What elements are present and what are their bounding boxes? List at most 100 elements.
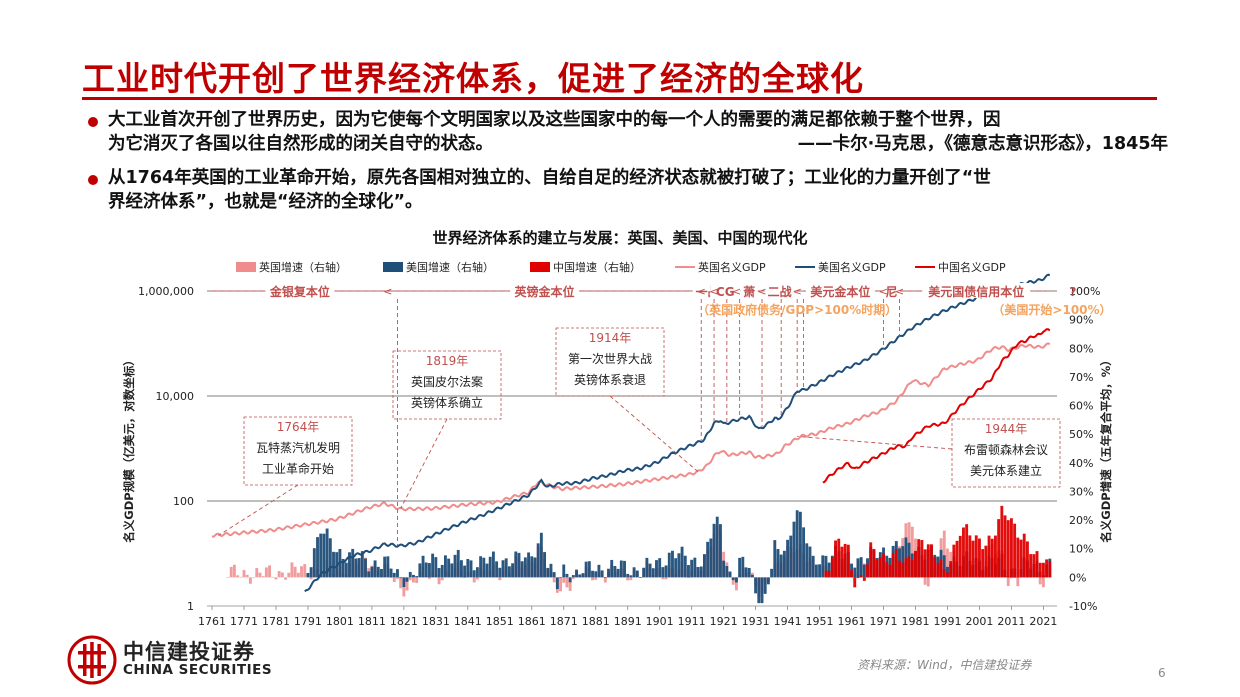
- growth-bar: [536, 543, 540, 578]
- growth-bar: [1048, 561, 1052, 578]
- growth-bar: [306, 572, 310, 578]
- growth-bar: [376, 566, 380, 578]
- growth-bar: [498, 577, 502, 581]
- growth-bar: [626, 577, 630, 581]
- growth-bar: [642, 567, 646, 578]
- growth-bar: [965, 524, 969, 578]
- growth-bar: [309, 567, 313, 578]
- growth-bar: [523, 557, 527, 578]
- growth-bar: [463, 577, 467, 578]
- growth-bar: [671, 550, 674, 578]
- growth-bar: [651, 568, 655, 578]
- growth-bar: [750, 574, 754, 578]
- growth-bar: [300, 566, 303, 578]
- growth-bar: [421, 555, 425, 578]
- x-tick-label: 1981: [901, 615, 929, 628]
- growth-bar: [837, 538, 841, 578]
- growth-bar: [562, 564, 566, 578]
- growth-bar: [901, 562, 905, 578]
- growth-bar: [629, 575, 633, 578]
- growth-bar: [229, 566, 233, 578]
- legend-swatch: [383, 262, 403, 272]
- growth-bar: [303, 564, 307, 578]
- era-label-bg: [764, 283, 795, 298]
- growth-bar: [386, 556, 390, 578]
- growth-bar: [613, 566, 617, 578]
- growth-bar: [418, 563, 422, 578]
- growth-bar: [360, 551, 364, 578]
- growth-bar: [853, 567, 857, 578]
- growth-bar: [1006, 577, 1010, 586]
- growth-bar: [664, 577, 668, 580]
- growth-bar: [958, 535, 962, 578]
- growth-bar: [466, 558, 470, 578]
- x-tick-label: 1881: [582, 615, 610, 628]
- bullet-quote-attribution: ——卡尔·马克思，《德意志意识形态》，1845年: [797, 134, 1168, 154]
- growth-bar: [245, 574, 249, 578]
- growth-bar: [575, 570, 578, 578]
- growth-bar: [731, 577, 735, 585]
- growth-bar: [255, 568, 259, 578]
- annotation-line1: 布雷顿森林会议: [964, 442, 1048, 457]
- y-left-tick-label: 1,000,000: [138, 285, 194, 298]
- growth-bar: [738, 557, 742, 578]
- growth-bar: [789, 535, 793, 578]
- growth-bar: [392, 572, 396, 578]
- growth-bar: [1041, 562, 1045, 578]
- bullet-industrial-line2: 界经济体系”，也就是“经济的全球化”。: [108, 192, 423, 212]
- growth-bar: [763, 577, 767, 594]
- chart-title: 世界经济体系的建立与发展：英国、美国、中国的现代化: [432, 229, 807, 247]
- y-left-tick-label: 1: [187, 600, 194, 613]
- growth-bar: [373, 560, 377, 578]
- era-boundary: <: [879, 285, 888, 298]
- growth-bar: [760, 577, 764, 604]
- growth-bar: [661, 577, 665, 580]
- growth-bar: [543, 552, 547, 578]
- growth-bar: [252, 577, 256, 578]
- growth-bar: [859, 557, 863, 578]
- growth-bar: [1038, 577, 1042, 585]
- growth-bar: [898, 560, 901, 578]
- growth-bar: [910, 526, 914, 578]
- annotation-year: 1819年: [426, 354, 469, 368]
- x-tick-label: 1811: [358, 615, 386, 628]
- page-title: 工业时代开创了世界经济体系，促进了经济的全球化: [82, 59, 864, 98]
- y-right-tick-label: -10%: [1069, 600, 1097, 613]
- growth-bar: [1016, 537, 1020, 578]
- era-label: 美元金本位: [810, 284, 870, 299]
- growth-bar: [565, 577, 569, 588]
- legend-swatch: [530, 262, 550, 272]
- page-number: 6: [1158, 666, 1166, 680]
- annotation-pointer: [609, 395, 699, 473]
- growth-bar: [367, 571, 371, 578]
- growth-bar: [530, 556, 534, 578]
- growth-bar: [280, 572, 284, 578]
- growth-bar: [754, 577, 758, 594]
- annotation-line2: 英镑体系衰退: [574, 372, 646, 387]
- y-right-tick-label: 70%: [1069, 371, 1093, 384]
- y-right-tick-label: 80%: [1069, 342, 1093, 355]
- growth-bar: [619, 560, 623, 578]
- growth-bar: [923, 577, 927, 585]
- growth-bar: [459, 560, 463, 578]
- growth-bar: [677, 553, 681, 578]
- growth-bar: [431, 553, 435, 578]
- x-tick-label: 2011: [997, 615, 1025, 628]
- growth-bar: [501, 560, 505, 578]
- growth-bar: [1032, 554, 1036, 578]
- growth-bar: [325, 528, 329, 578]
- bullet-dot: [88, 175, 98, 185]
- growth-bar: [415, 577, 419, 584]
- growth-bar: [904, 537, 908, 578]
- growth-bar: [712, 523, 716, 578]
- growth-bar: [357, 557, 361, 578]
- growth-bar: [312, 548, 316, 578]
- growth-bar: [840, 546, 844, 578]
- growth-bar: [482, 557, 486, 578]
- growth-bar: [396, 569, 399, 578]
- growth-bar: [412, 577, 415, 583]
- gdp-line: [822, 328, 1051, 484]
- growth-bar: [811, 555, 815, 578]
- growth-bar: [1016, 577, 1020, 587]
- x-tick-label: 1871: [550, 615, 578, 628]
